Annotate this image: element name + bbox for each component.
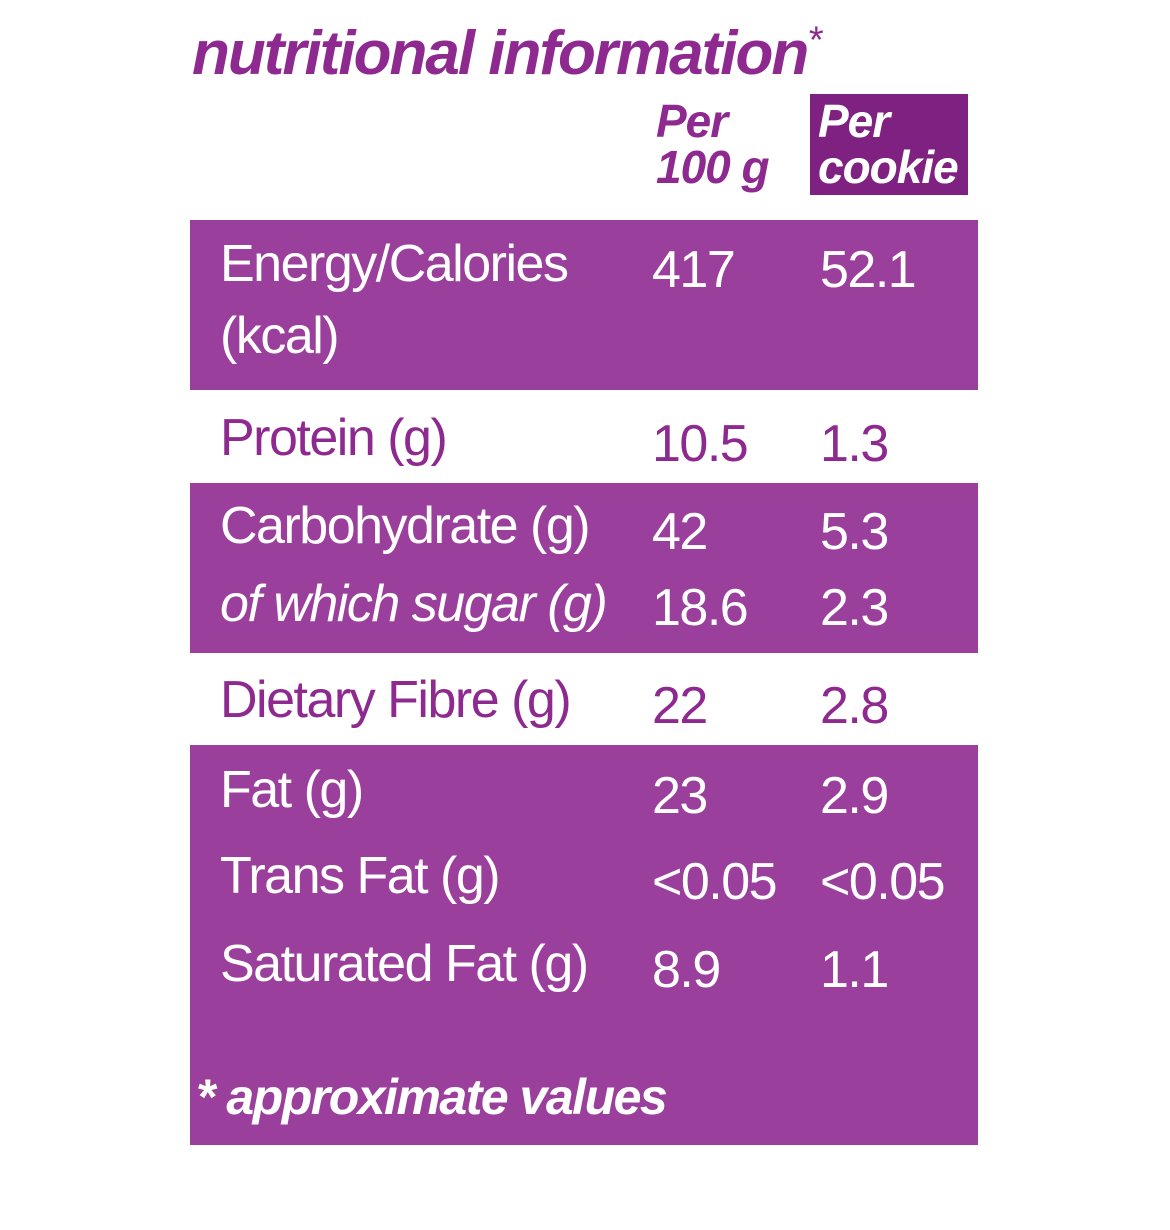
header-line: 100 g <box>656 141 770 193</box>
value-per-100g: 10.5 <box>652 415 749 473</box>
footnote: * approximate values <box>196 1069 668 1125</box>
value-per-100g: 42 <box>652 503 708 561</box>
header-line: Per <box>818 95 890 147</box>
row-label: Fat (g) <box>220 761 364 819</box>
value-per-cookie: 2.8 <box>820 677 889 735</box>
row-label: of which sugar (g) <box>220 575 608 633</box>
band-fats <box>190 745 978 1145</box>
row-label: Dietary Fibre (g) <box>220 671 572 729</box>
value-per-100g: <0.05 <box>652 853 778 911</box>
value-per-cookie: 1.1 <box>820 941 889 999</box>
page-title: nutritional information* <box>192 18 822 89</box>
row-label: Energy/Calories <box>220 235 569 293</box>
value-per-cookie: 2.3 <box>820 579 889 637</box>
row-label: Protein (g) <box>220 409 448 467</box>
value-per-100g: 23 <box>652 767 708 825</box>
title-text: nutritional information <box>192 19 809 88</box>
row-label: (kcal) <box>220 307 340 365</box>
header-line: Per <box>656 95 728 147</box>
value-per-100g: 22 <box>652 677 708 735</box>
value-per-cookie: 2.9 <box>820 767 889 825</box>
band-carbs <box>190 483 978 653</box>
header-line: cookie <box>818 141 959 193</box>
header-per-100g: Per 100 g <box>656 95 770 193</box>
value-per-100g: 18.6 <box>652 579 749 637</box>
value-per-100g: 8.9 <box>652 941 721 999</box>
value-per-cookie: 5.3 <box>820 503 889 561</box>
band-energy <box>190 220 978 390</box>
value-per-cookie: 52.1 <box>820 241 917 299</box>
row-label: Trans Fat (g) <box>220 847 501 905</box>
asterisk: * <box>807 19 822 62</box>
value-per-100g: 417 <box>652 241 736 299</box>
header-per-cookie: Per cookie <box>810 94 968 195</box>
row-label: Saturated Fat (g) <box>220 935 589 993</box>
value-per-cookie: <0.05 <box>820 853 946 911</box>
row-label: Carbohydrate (g) <box>220 497 591 555</box>
value-per-cookie: 1.3 <box>820 415 889 473</box>
